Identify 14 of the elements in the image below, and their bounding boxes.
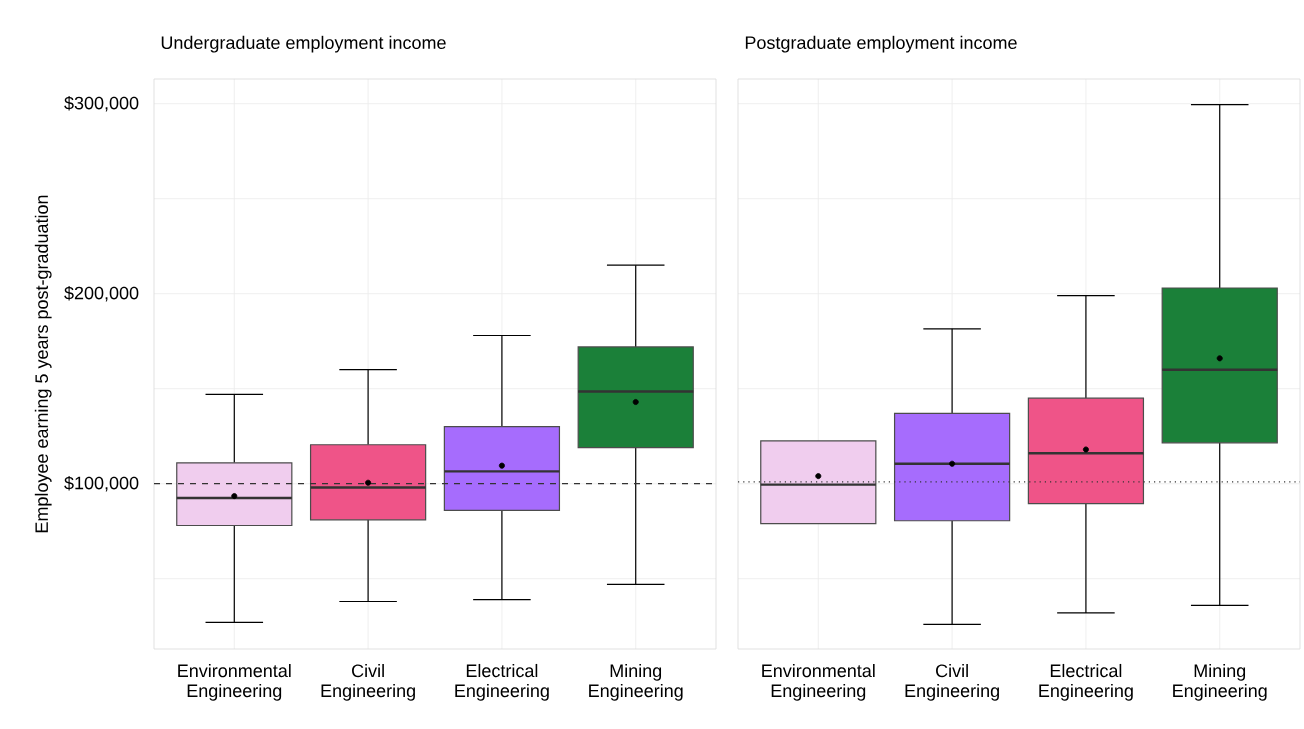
chart-title: Undergraduate employment income [161,35,446,53]
x-tick-label: Electrical Engineering [1039,663,1133,701]
x-tick-label: Civil Engineering [321,663,415,701]
chart-title: Postgraduate employment income [745,35,1017,53]
y-tick-label: $300,000 [64,95,139,112]
x-tick-label: Civil Engineering [905,663,999,701]
x-tick-label: Mining Engineering [1173,663,1267,701]
x-tick-label: Mining Engineering [589,663,683,701]
y-tick-label: $200,000 [64,285,139,302]
y-tick-label: $100,000 [64,475,139,492]
x-tick-label: Electrical Engineering [455,663,549,701]
x-tick-label: Environmental Engineering [178,663,291,701]
y-axis-title: Employee earning 5 years post-graduation [34,195,52,533]
x-tick-label: Environmental Engineering [762,663,875,701]
